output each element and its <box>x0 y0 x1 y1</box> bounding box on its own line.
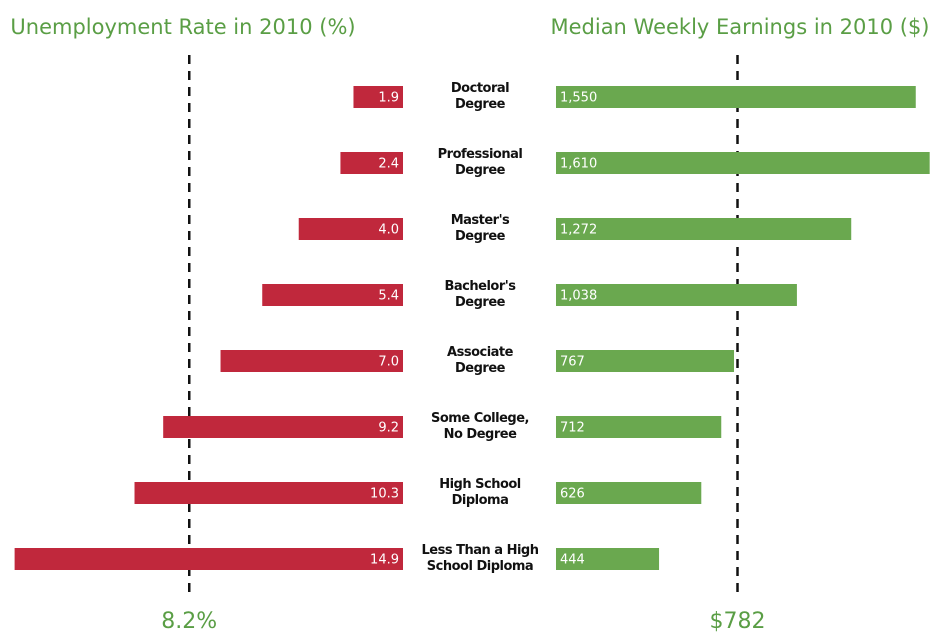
bar <box>556 482 702 504</box>
category-label: Doctoral Degree <box>450 81 510 112</box>
chart-title: Unemployment Rate in 2010 (%) <box>10 15 355 39</box>
bar <box>556 416 722 438</box>
value-label: 1,550 <box>560 91 597 106</box>
reference-label: 8.2% <box>161 609 217 634</box>
bar <box>262 284 403 306</box>
category-label: Some College, No Degree <box>431 411 529 442</box>
category-label: Bachelor's Degree <box>444 279 516 310</box>
bar <box>220 350 403 372</box>
bar <box>298 218 403 240</box>
value-label: 10.3 <box>370 487 399 502</box>
value-label: 9.2 <box>378 421 399 436</box>
value-label: 767 <box>560 355 585 370</box>
bar <box>163 416 403 438</box>
bar <box>556 218 852 240</box>
value-label: 2.4 <box>378 157 399 172</box>
value-label: 7.0 <box>378 355 399 370</box>
value-label: 626 <box>560 487 585 502</box>
bar <box>340 152 403 174</box>
category-label: Master's Degree <box>450 213 510 244</box>
bar <box>556 86 916 108</box>
category-label: Less Than a High School Diploma <box>421 543 539 574</box>
category-label: Professional Degree <box>437 147 523 178</box>
value-label: 1.9 <box>378 91 399 106</box>
category-label: High School Diploma <box>439 477 521 508</box>
value-label: 1,038 <box>560 289 597 304</box>
bar <box>353 86 403 108</box>
value-label: 712 <box>560 421 585 436</box>
value-label: 444 <box>560 553 585 568</box>
bar <box>134 482 403 504</box>
value-label: 1,272 <box>560 223 597 238</box>
category-label: Associate Degree <box>447 345 513 376</box>
reference-label: $782 <box>710 609 766 634</box>
bar <box>556 284 797 306</box>
bar <box>556 350 735 372</box>
value-label: 14.9 <box>370 553 399 568</box>
bar <box>14 548 404 570</box>
chart-title: Median Weekly Earnings in 2010 ($) <box>550 15 929 39</box>
bar <box>556 152 930 174</box>
value-label: 1,610 <box>560 157 597 172</box>
bar <box>556 548 660 570</box>
value-label: 5.4 <box>378 289 399 304</box>
value-label: 4.0 <box>378 223 399 238</box>
